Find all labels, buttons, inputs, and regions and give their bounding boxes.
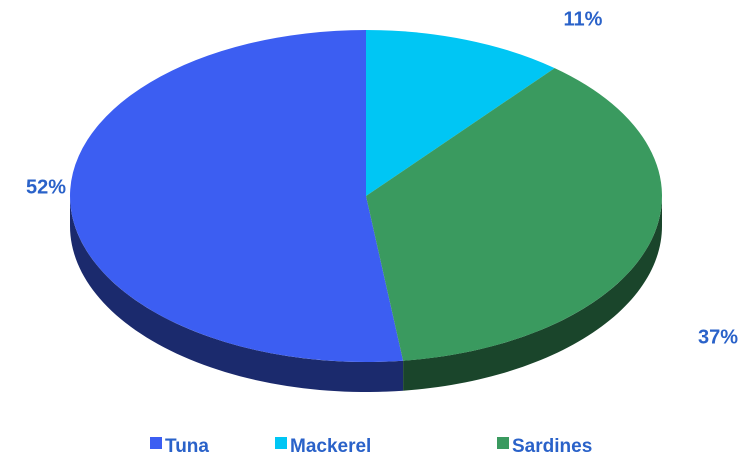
slice-side [70, 196, 404, 392]
slice [69, 30, 404, 362]
data-label: 11% [564, 8, 603, 30]
legend-swatch [150, 437, 162, 449]
legend-label: Tuna [165, 436, 209, 457]
slice [366, 68, 662, 361]
slice-side [403, 196, 662, 391]
legend-swatch [275, 437, 287, 449]
legend-swatch [497, 437, 509, 449]
legend-label: Mackerel [290, 436, 371, 457]
legend-label: Sardines [512, 436, 592, 457]
slice [366, 30, 555, 196]
data-label: 37% [698, 326, 738, 348]
data-label: 52% [26, 176, 66, 198]
